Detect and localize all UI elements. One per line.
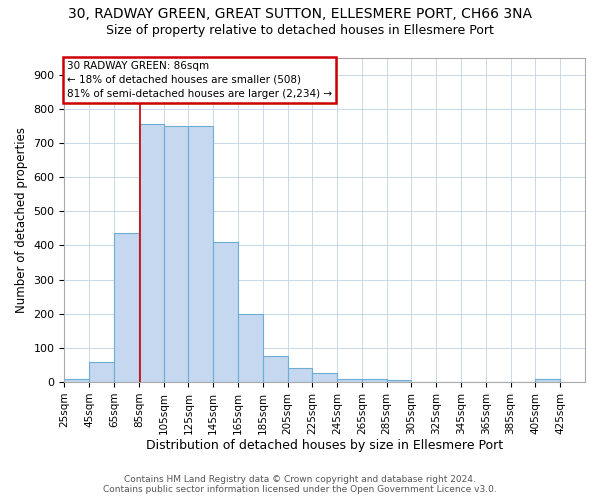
Bar [164,126,188,382]
Text: 30 RADWAY GREEN: 86sqm
← 18% of detached houses are smaller (508)
81% of semi-de: 30 RADWAY GREEN: 86sqm ← 18% of detached… [67,61,332,99]
Bar [114,234,139,382]
Bar [64,378,89,382]
Bar [89,362,114,382]
Bar [337,378,362,382]
Text: Size of property relative to detached houses in Ellesmere Port: Size of property relative to detached ho… [106,24,494,37]
Bar [386,380,412,382]
Text: Contains HM Land Registry data © Crown copyright and database right 2024.
Contai: Contains HM Land Registry data © Crown c… [103,474,497,494]
Text: 30, RADWAY GREEN, GREAT SUTTON, ELLESMERE PORT, CH66 3NA: 30, RADWAY GREEN, GREAT SUTTON, ELLESMER… [68,8,532,22]
Bar [263,356,287,382]
Bar [238,314,263,382]
Y-axis label: Number of detached properties: Number of detached properties [15,127,28,313]
X-axis label: Distribution of detached houses by size in Ellesmere Port: Distribution of detached houses by size … [146,440,503,452]
Bar [535,380,560,382]
Bar [188,126,213,382]
Bar [213,242,238,382]
Bar [287,368,313,382]
Bar [139,124,164,382]
Bar [362,378,386,382]
Bar [313,372,337,382]
